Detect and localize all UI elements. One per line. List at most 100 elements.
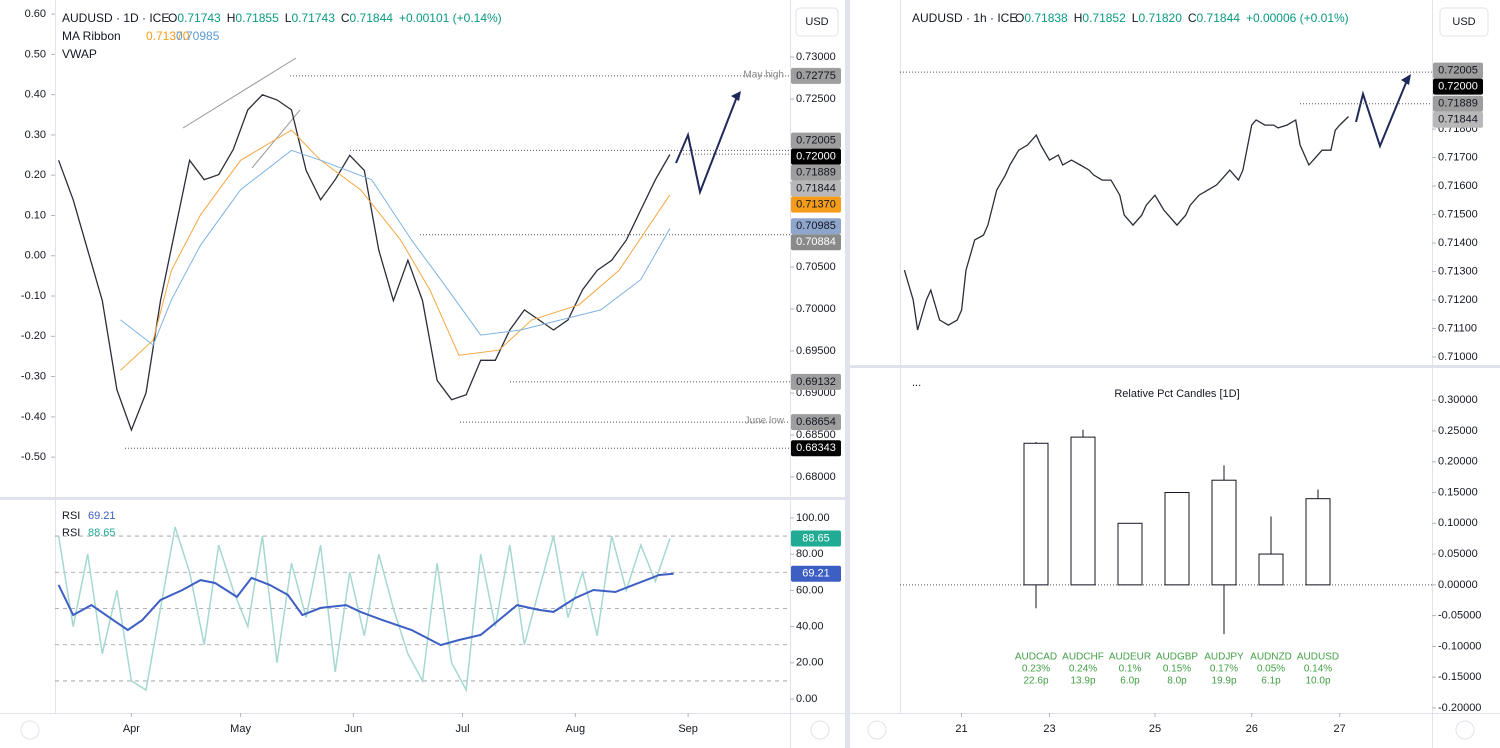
- category-label: AUDCAD: [1015, 652, 1057, 663]
- ohlc-part: 0.71844: [350, 11, 394, 25]
- y-tick-label: 0.68500: [796, 429, 836, 441]
- y-tick-label: 0.00: [796, 693, 817, 705]
- value-label: 0.15%: [1163, 664, 1191, 675]
- y-tick-label: 100.00: [796, 512, 830, 524]
- x-tick-label: 25: [1149, 723, 1161, 735]
- y-tick-label: -0.05000: [1438, 610, 1481, 622]
- price-tag: [791, 164, 841, 181]
- price-tag-label: 0.71370: [796, 199, 836, 211]
- price-tag-label: 0.71889: [796, 167, 836, 179]
- value-label: 0.24%: [1069, 664, 1097, 675]
- series-line: [57, 94, 671, 432]
- x-tick-label: May: [230, 723, 251, 735]
- rsi-legend: RSI: [62, 510, 80, 522]
- y-tick-label: -0.15000: [1438, 671, 1481, 683]
- pip-label: 8.0p: [1167, 676, 1187, 687]
- price-tag: [791, 196, 841, 213]
- ohlc-part: 0.71855: [235, 11, 279, 25]
- y-tick-label: 80.00: [796, 548, 824, 560]
- value-label: 0.14%: [1304, 664, 1332, 675]
- y-tick-label: 0.70500: [796, 261, 836, 273]
- x-tick-label: Sep: [678, 723, 698, 735]
- projection-arrow: [675, 93, 739, 196]
- ohlc-part: H: [1074, 11, 1083, 25]
- y-tick-label: 40.00: [796, 621, 824, 633]
- ohlc-part: C: [341, 11, 350, 25]
- price-tag-label: 0.68654: [796, 416, 836, 428]
- currency-button[interactable]: [795, 7, 839, 37]
- candle-body: [1164, 492, 1190, 586]
- y-tick-label: -0.20000: [1438, 702, 1481, 714]
- y-tick-label: 0.71500: [1438, 208, 1478, 220]
- rsi-line: [57, 572, 674, 647]
- pip-label: 10.0p: [1305, 676, 1330, 687]
- y-tick-label: 20.00: [796, 657, 824, 669]
- price-tag: [791, 234, 841, 251]
- x-tick-label: 26: [1246, 723, 1258, 735]
- y-tick-label: 0.70000: [796, 303, 836, 315]
- price-tag-label: 88.65: [802, 532, 830, 544]
- level-note: May high: [743, 70, 784, 81]
- x-tick-label: Jul: [455, 723, 469, 735]
- series-line: [120, 149, 671, 346]
- y-tick-label: -0.10000: [1438, 640, 1481, 652]
- price-tag: [791, 373, 841, 390]
- y2-tick-label: 0.20: [25, 169, 46, 181]
- rsi-legend: RSI: [62, 527, 80, 539]
- price-tag-label: 0.71844: [1438, 114, 1478, 126]
- price-tag-label: 0.72005: [1438, 65, 1478, 77]
- price-tag: [1433, 111, 1483, 128]
- candle-body: [1117, 522, 1143, 586]
- price-tag-label: 0.69132: [796, 376, 836, 388]
- zoom-button[interactable]: [20, 720, 40, 740]
- y-tick-label: 0.72500: [796, 93, 836, 105]
- price-tag: [791, 414, 841, 431]
- price-tag-label: 0.72000: [1438, 81, 1478, 93]
- pip-label: 6.1p: [1261, 676, 1281, 687]
- x-tick-label: Apr: [123, 723, 140, 735]
- price-tag: [791, 440, 841, 457]
- y2-tick-label: -0.20: [21, 330, 46, 342]
- panel-gap: [845, 0, 850, 748]
- arrow-head: [1401, 74, 1411, 85]
- category-label: AUDNZD: [1250, 652, 1292, 663]
- x-tick-label: 27: [1334, 723, 1346, 735]
- pip-label: 6.0p: [1120, 676, 1140, 687]
- ohlc-part: C: [1188, 11, 1197, 25]
- price-tag: [1433, 78, 1483, 95]
- price-tag-label: 0.71844: [796, 183, 836, 195]
- auto-button[interactable]: [1455, 720, 1475, 740]
- ohlc-part: L: [285, 11, 292, 25]
- y-tick-label: 0.15000: [1438, 486, 1478, 498]
- price-tag-label: 0.70985: [796, 220, 836, 232]
- menu-dots[interactable]: ...: [912, 377, 921, 389]
- y2-tick-label: 0.60: [25, 8, 46, 20]
- vwap-legend: VWAP: [62, 47, 97, 61]
- zoom-button[interactable]: [867, 720, 887, 740]
- auto-button[interactable]: [810, 720, 830, 740]
- rsi-legend-value: 88.65: [88, 527, 116, 539]
- y-tick-label: 0.05000: [1438, 548, 1478, 560]
- x-tick-label: Jun: [344, 723, 362, 735]
- rsi-legend-value: 69.21: [88, 510, 116, 522]
- price-tag-label: 0.72775: [796, 70, 836, 82]
- y2-tick-label: -0.10: [21, 290, 46, 302]
- y-tick-label: 60.00: [796, 584, 824, 596]
- y2-tick-label: 0.50: [25, 48, 46, 60]
- ohlc-part: H: [227, 11, 236, 25]
- y2-tick-label: -0.50: [21, 451, 46, 463]
- y-tick-label: 0.71600: [1438, 180, 1478, 192]
- currency-button[interactable]: [1439, 7, 1489, 37]
- ohlc-part: 0.71820: [1138, 11, 1182, 25]
- ma-legend: MA Ribbon: [62, 29, 121, 43]
- price-tag: [791, 148, 841, 165]
- category-label: AUDUSD: [1297, 652, 1339, 663]
- price-tag: [1433, 62, 1483, 79]
- currency[interactable]: USD: [1452, 16, 1475, 28]
- y-tick-label: 0.71200: [1438, 294, 1478, 306]
- x-tick-label: 21: [955, 723, 967, 735]
- currency[interactable]: USD: [805, 16, 828, 28]
- symbol-title: AUDUSD · 1D · ICE: [62, 11, 169, 25]
- price-tag: [1433, 95, 1483, 112]
- series-line: [903, 116, 1349, 331]
